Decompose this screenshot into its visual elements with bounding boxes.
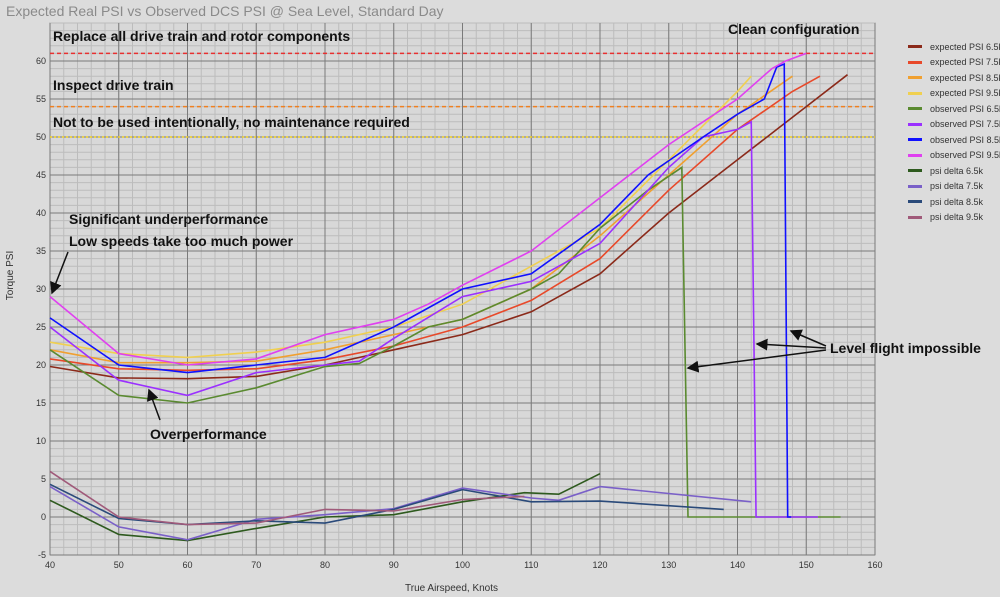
legend-item: observed PSI 7.5k [908, 117, 1000, 133]
legend-swatch [908, 169, 922, 173]
annotation-over: Overperformance [150, 426, 267, 442]
annotation-arrow [686, 349, 827, 373]
x-tick-label: 70 [251, 560, 261, 570]
y-tick-label: 25 [36, 322, 46, 332]
legend-swatch [908, 60, 922, 64]
x-tick-label: 50 [114, 560, 124, 570]
legend-label: expected PSI 9.5k [930, 88, 1000, 99]
legend-item: psi delta 7.5k [908, 179, 1000, 195]
legend-swatch [908, 45, 922, 49]
legend-item: expected PSI 8.5k [908, 70, 1000, 86]
legend-swatch [908, 107, 922, 111]
legend-label: observed PSI 7.5k [930, 119, 1000, 130]
chart-title: Expected Real PSI vs Observed DCS PSI @ … [6, 3, 444, 19]
y-tick-label: 10 [36, 436, 46, 446]
y-tick-label: 15 [36, 398, 46, 408]
y-tick-label: 20 [36, 360, 46, 370]
x-tick-label: 90 [389, 560, 399, 570]
legend-label: psi delta 9.5k [930, 212, 984, 223]
y-tick-label: 5 [41, 474, 46, 484]
annotation-arrow [789, 329, 827, 347]
legend-item: psi delta 6.5k [908, 163, 1000, 179]
threshold-label: Inspect drive train [53, 77, 174, 93]
legend-label: observed PSI 6.5k [930, 103, 1000, 114]
legend-item: observed PSI 6.5k [908, 101, 1000, 117]
series-line-observed-PSI-8-5k [49, 62, 792, 518]
legend-item: observed PSI 8.5k [908, 132, 1000, 148]
legend-swatch [908, 184, 922, 188]
legend-label: expected PSI 6.5k [930, 41, 1000, 52]
x-tick-label: 120 [592, 560, 607, 570]
series-line-observed-PSI-6-5k [49, 165, 841, 518]
legend-item: expected PSI 9.5k [908, 86, 1000, 102]
threshold-label: Not to be used intentionally, no mainten… [53, 114, 410, 130]
x-tick-label: 110 [524, 560, 538, 570]
legend-swatch [908, 76, 922, 80]
legend-swatch [908, 200, 922, 204]
legend-item: psi delta 9.5k [908, 210, 1000, 226]
y-tick-label: -5 [38, 550, 46, 560]
x-axis-label: True Airspeed, Knots [405, 583, 499, 594]
y-tick-label: 40 [36, 208, 46, 218]
legend-label: observed PSI 9.5k [930, 150, 1000, 161]
x-tick-label: 40 [45, 560, 55, 570]
series-line-observed-PSI-7-5k [49, 120, 818, 518]
legend: expected PSI 6.5k expected PSI 7.5k expect… [908, 39, 1000, 225]
y-tick-label: 55 [36, 94, 46, 104]
x-tick-label: 160 [867, 560, 882, 570]
series-line-observed-PSI-9-5k [49, 52, 807, 366]
annotation-arrow [50, 251, 69, 295]
annotation-arrow [755, 338, 827, 351]
legend-label: psi delta 8.5k [930, 196, 984, 207]
legend-label: psi delta 7.5k [930, 181, 984, 192]
x-tick-label: 130 [661, 560, 676, 570]
series-line-expected-PSI-9-5k [49, 75, 752, 359]
x-tick-label: 60 [182, 560, 192, 570]
annotation-under1: Significant underperformance [69, 211, 268, 227]
legend-item: observed PSI 9.5k [908, 148, 1000, 164]
legend-label: psi delta 6.5k [930, 165, 984, 176]
legend-item: expected PSI 6.5k [908, 39, 1000, 55]
x-tick-label: 140 [730, 560, 745, 570]
annotation-level: Level flight impossible [830, 340, 981, 356]
series-line-expected-PSI-6-5k [49, 74, 848, 380]
y-tick-label: 0 [41, 512, 46, 522]
series-line-psi-delta-9-5k [49, 470, 525, 526]
y-tick-label: 60 [36, 56, 46, 66]
legend-swatch [908, 122, 922, 126]
x-tick-label: 100 [455, 560, 470, 570]
legend-label: expected PSI 8.5k [930, 72, 1000, 83]
y-tick-label: 50 [36, 132, 46, 142]
legend-item: expected PSI 7.5k [908, 55, 1000, 71]
threshold-label: Replace all drive train and rotor compon… [53, 28, 350, 44]
legend-label: expected PSI 7.5k [930, 57, 1000, 68]
x-tick-label: 150 [799, 560, 814, 570]
annotation-arrow [146, 388, 161, 421]
annotation-clean: Clean configuration [728, 21, 859, 37]
y-tick-label: 30 [36, 284, 46, 294]
legend-label: observed PSI 8.5k [930, 134, 1000, 145]
y-tick-label: 35 [36, 246, 46, 256]
x-tick-label: 80 [320, 560, 330, 570]
legend-item: psi delta 8.5k [908, 194, 1000, 210]
y-tick-label: 45 [36, 170, 46, 180]
annotation-under2: Low speeds take too much power [69, 233, 294, 249]
legend-swatch [908, 91, 922, 95]
legend-swatch [908, 153, 922, 157]
legend-swatch [908, 138, 922, 142]
legend-swatch [908, 215, 922, 219]
